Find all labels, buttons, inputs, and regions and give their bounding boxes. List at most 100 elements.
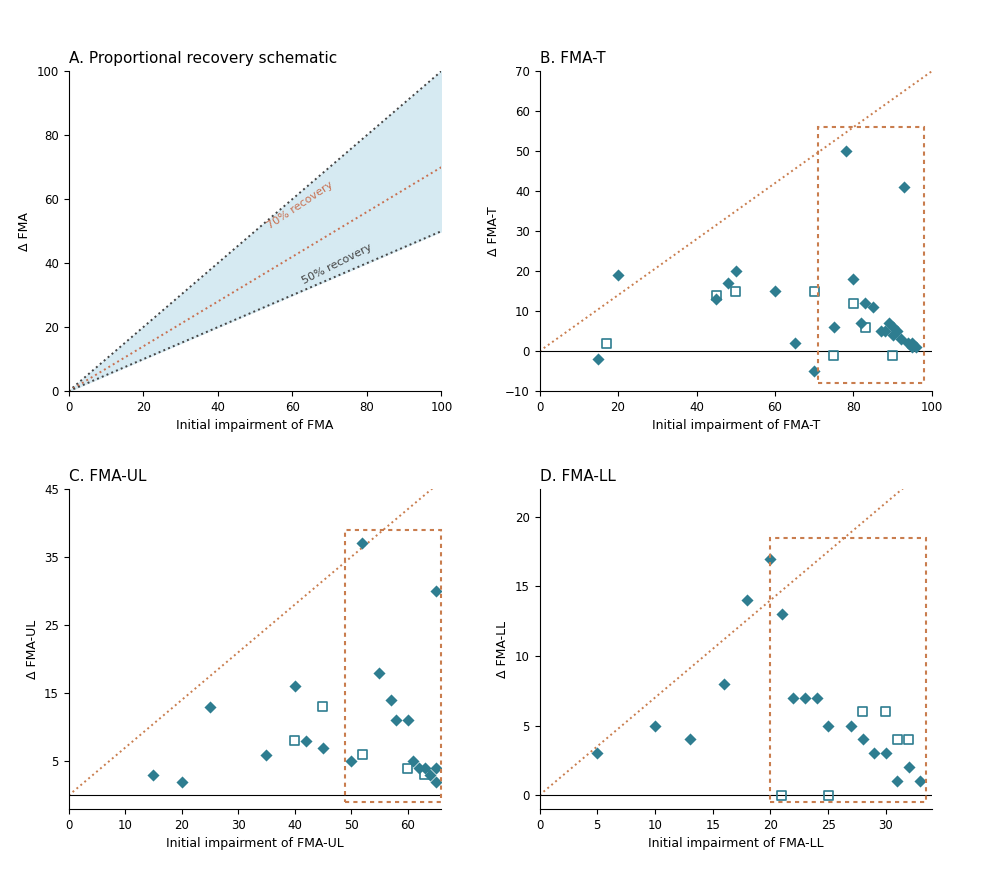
- Point: [298, 733, 314, 748]
- Point: [428, 761, 443, 775]
- Bar: [770, 538, 926, 802]
- Point: [806, 284, 822, 299]
- Point: [610, 268, 626, 282]
- Point: [590, 746, 605, 760]
- Point: [598, 336, 614, 350]
- Point: [787, 336, 802, 350]
- Point: [901, 733, 916, 747]
- Point: [904, 336, 920, 350]
- Point: [202, 700, 218, 714]
- Point: [174, 774, 189, 789]
- X-axis label: Initial impairment of FMA: Initial impairment of FMA: [177, 420, 334, 432]
- Point: [866, 746, 882, 760]
- Point: [411, 761, 427, 775]
- Point: [388, 713, 404, 727]
- Point: [820, 788, 836, 802]
- Point: [806, 364, 822, 379]
- Point: [890, 733, 905, 747]
- Point: [716, 677, 732, 691]
- Point: [428, 584, 443, 598]
- Text: C. FMA-UL: C. FMA-UL: [69, 469, 146, 484]
- Point: [286, 679, 302, 693]
- Text: D. FMA-LL: D. FMA-LL: [540, 469, 615, 484]
- Y-axis label: Δ FMA: Δ FMA: [18, 212, 31, 251]
- Point: [315, 700, 331, 714]
- Bar: [345, 530, 441, 802]
- Point: [740, 593, 755, 607]
- Point: [878, 704, 894, 718]
- Point: [428, 774, 443, 789]
- Point: [798, 691, 813, 705]
- Point: [846, 296, 861, 310]
- Point: [857, 320, 873, 334]
- Point: [343, 754, 359, 768]
- Bar: [818, 127, 924, 383]
- Point: [259, 748, 275, 762]
- Point: [786, 691, 801, 705]
- Point: [405, 754, 421, 768]
- Point: [354, 536, 370, 550]
- Point: [897, 180, 912, 194]
- Point: [774, 788, 790, 802]
- Point: [372, 666, 387, 680]
- Point: [854, 704, 870, 718]
- Y-axis label: Δ FMA-T: Δ FMA-T: [487, 206, 499, 256]
- Point: [844, 718, 859, 733]
- Point: [808, 691, 824, 705]
- Point: [145, 768, 161, 782]
- Point: [728, 284, 744, 299]
- Point: [908, 340, 924, 354]
- X-axis label: Initial impairment of FMA-UL: Initial impairment of FMA-UL: [166, 837, 344, 850]
- Point: [647, 718, 663, 733]
- Point: [774, 607, 790, 621]
- Point: [885, 320, 901, 334]
- Point: [901, 336, 916, 350]
- Y-axis label: Δ FMA-LL: Δ FMA-LL: [496, 621, 509, 677]
- Point: [767, 284, 783, 299]
- Point: [885, 348, 901, 362]
- Point: [820, 718, 836, 733]
- Text: 70% recovery: 70% recovery: [265, 180, 335, 231]
- Point: [893, 332, 908, 346]
- Point: [399, 713, 415, 727]
- Point: [890, 774, 905, 789]
- Point: [857, 296, 873, 310]
- Point: [354, 748, 370, 762]
- Point: [865, 300, 881, 314]
- Point: [286, 733, 302, 748]
- Point: [591, 352, 606, 366]
- Point: [728, 264, 744, 278]
- Text: B. FMA-T: B. FMA-T: [540, 51, 605, 66]
- X-axis label: Initial impairment of FMA-T: Initial impairment of FMA-T: [651, 420, 820, 432]
- Point: [846, 272, 861, 286]
- Point: [912, 774, 928, 789]
- Point: [422, 768, 438, 782]
- Point: [399, 761, 415, 775]
- Point: [877, 324, 893, 338]
- Point: [838, 144, 853, 158]
- Point: [878, 746, 894, 760]
- Point: [889, 324, 904, 338]
- Text: 50% recovery: 50% recovery: [300, 242, 374, 285]
- Point: [762, 551, 778, 565]
- Point: [826, 348, 842, 362]
- Point: [854, 733, 870, 747]
- Text: A. Proportional recovery schematic: A. Proportional recovery schematic: [69, 51, 336, 66]
- Point: [417, 768, 433, 782]
- Point: [904, 340, 920, 354]
- Point: [881, 316, 897, 330]
- Point: [873, 324, 889, 338]
- Point: [885, 328, 901, 342]
- Y-axis label: Δ FMA-UL: Δ FMA-UL: [26, 620, 38, 678]
- Point: [682, 733, 697, 747]
- Point: [826, 320, 842, 334]
- Point: [853, 316, 869, 330]
- X-axis label: Initial impairment of FMA-LL: Initial impairment of FMA-LL: [647, 837, 824, 850]
- Point: [901, 760, 916, 774]
- Point: [417, 761, 433, 775]
- Point: [708, 292, 724, 306]
- Point: [383, 693, 398, 707]
- Point: [708, 288, 724, 302]
- Point: [720, 276, 736, 290]
- Point: [315, 741, 331, 755]
